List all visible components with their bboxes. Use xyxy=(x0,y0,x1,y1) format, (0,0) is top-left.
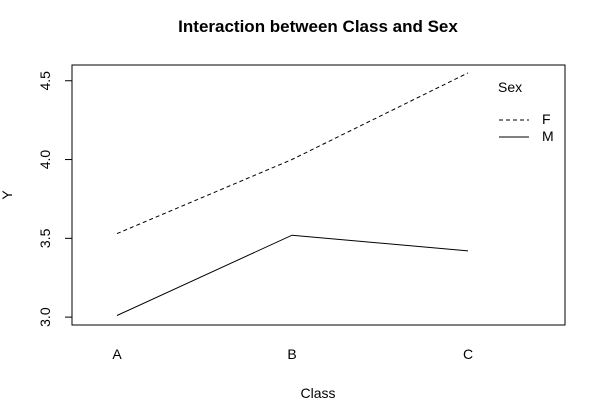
series-layer xyxy=(116,72,469,316)
x-tick-label: C xyxy=(463,346,473,362)
x-axis: A B C xyxy=(112,346,473,362)
chart-title: Interaction between Class and Sex xyxy=(178,17,458,36)
x-axis-label: Class xyxy=(300,385,335,401)
legend: Sex F M xyxy=(498,79,554,144)
legend-title: Sex xyxy=(498,79,522,95)
y-axis: 3.0 3.5 4.0 4.5 xyxy=(37,71,73,327)
legend-label-f: F xyxy=(542,111,551,127)
x-tick-label: A xyxy=(112,346,122,362)
series-line-m xyxy=(116,234,469,316)
y-axis-label: Y xyxy=(0,190,15,200)
x-tick-label: B xyxy=(287,346,296,362)
y-tick-label: 3.5 xyxy=(37,228,53,248)
y-tick-label: 4.0 xyxy=(37,150,53,170)
plot-frame xyxy=(71,64,566,326)
y-tick-label: 3.0 xyxy=(37,307,53,327)
series-line-f xyxy=(116,72,469,235)
legend-label-m: M xyxy=(542,128,554,144)
y-tick-label: 4.5 xyxy=(37,71,53,91)
